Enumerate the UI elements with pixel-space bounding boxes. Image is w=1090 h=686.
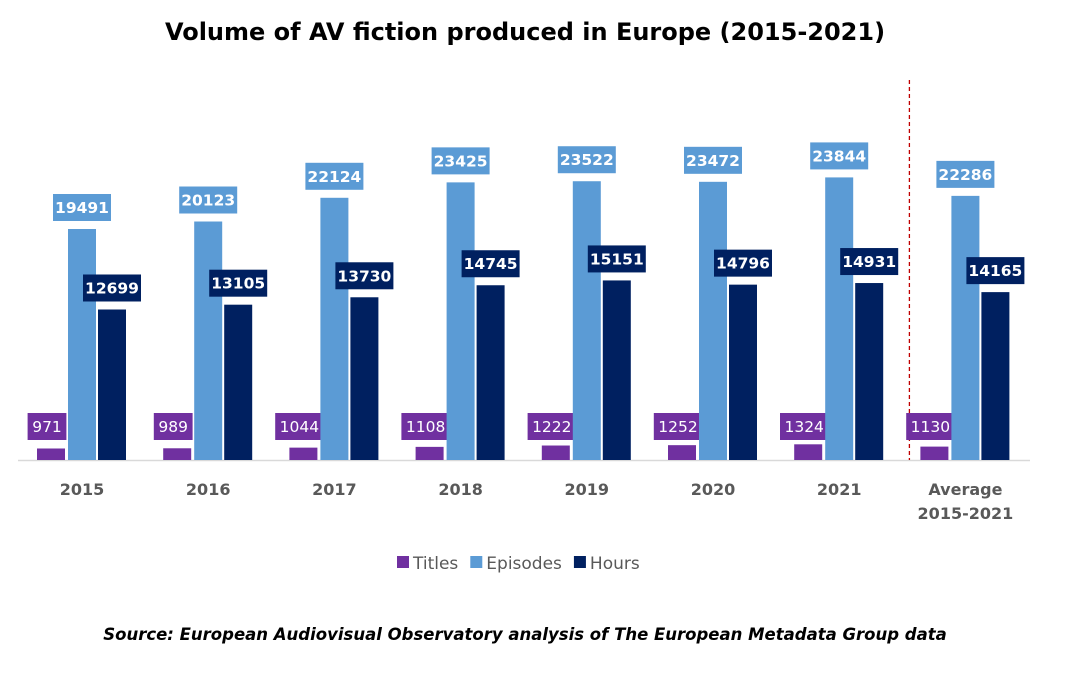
x-tick-label: 2015 bbox=[60, 480, 105, 499]
x-tick-label: 2020 bbox=[691, 480, 736, 499]
data-label-episodes: 22124 bbox=[307, 168, 361, 186]
bar-episodes bbox=[825, 177, 854, 460]
bar-episodes bbox=[446, 182, 475, 460]
data-label-box-titles bbox=[27, 413, 67, 440]
bar-hours bbox=[729, 284, 757, 460]
x-tick-label: 2021 bbox=[817, 480, 862, 499]
data-label-box-episodes bbox=[431, 147, 490, 175]
legend-label-titles: Titles bbox=[412, 554, 458, 574]
legend-swatch-titles bbox=[397, 556, 409, 568]
bar-titles bbox=[289, 447, 318, 460]
data-label-hours: 13730 bbox=[337, 267, 391, 285]
bar-episodes bbox=[572, 181, 601, 460]
data-label-episodes: 19491 bbox=[55, 199, 109, 217]
bar-episodes bbox=[68, 229, 96, 460]
source-note: Source: European Audiovisual Observatory… bbox=[103, 625, 947, 644]
data-label-box-episodes bbox=[179, 186, 238, 214]
x-tick-label: 2018 bbox=[438, 480, 483, 499]
x-tick-label: 2016 bbox=[186, 480, 231, 499]
data-label-titles: 971 bbox=[32, 418, 62, 436]
bar-episodes bbox=[699, 181, 727, 461]
data-label-titles: 1324 bbox=[784, 418, 823, 436]
data-label-box-hours bbox=[966, 257, 1025, 285]
x-tick-label: 2019 bbox=[565, 480, 610, 499]
bar-episodes bbox=[951, 195, 980, 461]
data-label-hours: 14165 bbox=[968, 262, 1022, 280]
legend-label-episodes: Episodes bbox=[486, 554, 562, 574]
data-label-episodes: 23425 bbox=[434, 152, 488, 170]
bar-episodes bbox=[194, 221, 223, 460]
chart-title: Volume of AV fiction produced in Europe … bbox=[164, 18, 886, 46]
data-label-episodes: 23522 bbox=[560, 151, 614, 169]
data-label-box-titles bbox=[275, 413, 324, 440]
bar-titles bbox=[541, 445, 570, 460]
data-label-box-hours bbox=[209, 269, 268, 297]
bar-hours bbox=[98, 309, 126, 460]
data-label-titles: 1044 bbox=[280, 418, 319, 436]
data-label-box-episodes bbox=[305, 162, 364, 190]
data-label-titles: 989 bbox=[158, 418, 188, 436]
legend-label-hours: Hours bbox=[590, 554, 640, 574]
data-label-episodes: 20123 bbox=[181, 192, 235, 210]
data-label-box-episodes bbox=[810, 142, 869, 170]
bar-titles bbox=[415, 446, 444, 460]
data-label-box-titles bbox=[527, 413, 576, 440]
bar-hours bbox=[224, 304, 253, 460]
bar-hours bbox=[350, 297, 379, 460]
data-label-episodes: 23472 bbox=[686, 152, 740, 170]
data-label-hours: 14796 bbox=[716, 255, 770, 273]
bar-titles bbox=[920, 446, 949, 460]
data-label-box-titles bbox=[780, 413, 829, 440]
data-label-box-titles bbox=[401, 413, 450, 440]
data-label-episodes: 23844 bbox=[812, 147, 866, 165]
bar-hours bbox=[476, 285, 505, 460]
data-label-box-episodes bbox=[684, 146, 742, 174]
bar-episodes bbox=[320, 197, 349, 460]
data-label-box-episodes bbox=[936, 160, 995, 188]
x-tick-label: Average bbox=[928, 480, 1002, 499]
data-label-box-hours bbox=[83, 274, 141, 302]
bar-hours bbox=[602, 280, 631, 460]
data-label-box-hours bbox=[461, 250, 520, 278]
bar-titles bbox=[794, 444, 823, 460]
legend-swatch-hours bbox=[573, 556, 586, 568]
data-label-titles: 1252 bbox=[658, 418, 697, 436]
data-label-box-titles bbox=[153, 413, 193, 440]
x-tick-label: 2015-2021 bbox=[918, 504, 1014, 523]
data-label-box-hours bbox=[714, 249, 772, 277]
data-label-hours: 14931 bbox=[842, 253, 896, 271]
data-label-hours: 12699 bbox=[85, 279, 139, 297]
bar-titles bbox=[668, 445, 696, 460]
data-label-box-titles bbox=[906, 413, 955, 440]
bar-hours bbox=[855, 283, 884, 460]
data-label-hours: 15151 bbox=[590, 250, 644, 268]
data-label-hours: 14745 bbox=[464, 255, 518, 273]
data-label-episodes: 22286 bbox=[938, 166, 992, 184]
data-label-box-hours bbox=[840, 248, 899, 276]
bar-titles bbox=[163, 448, 192, 460]
x-tick-label: 2017 bbox=[312, 480, 357, 499]
data-label-titles: 1130 bbox=[911, 418, 950, 436]
data-label-box-hours bbox=[335, 262, 394, 290]
data-label-box-hours bbox=[587, 245, 646, 273]
bar-hours bbox=[981, 292, 1010, 460]
legend-swatch-episodes bbox=[470, 556, 483, 568]
data-label-box-titles bbox=[653, 413, 703, 440]
data-label-box-episodes bbox=[53, 194, 111, 221]
data-label-titles: 1222 bbox=[532, 418, 571, 436]
data-label-hours: 13105 bbox=[211, 275, 265, 293]
data-label-titles: 1108 bbox=[406, 418, 445, 436]
data-label-box-episodes bbox=[557, 146, 616, 174]
bar-titles bbox=[37, 448, 65, 460]
